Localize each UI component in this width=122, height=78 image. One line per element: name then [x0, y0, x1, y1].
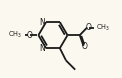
- Text: O: O: [26, 31, 32, 40]
- Text: N: N: [40, 44, 45, 53]
- Text: N: N: [40, 18, 45, 27]
- Text: CH$_3$: CH$_3$: [96, 22, 110, 33]
- Text: O: O: [81, 42, 87, 51]
- Text: CH$_3$: CH$_3$: [8, 30, 22, 40]
- Text: O: O: [85, 23, 91, 32]
